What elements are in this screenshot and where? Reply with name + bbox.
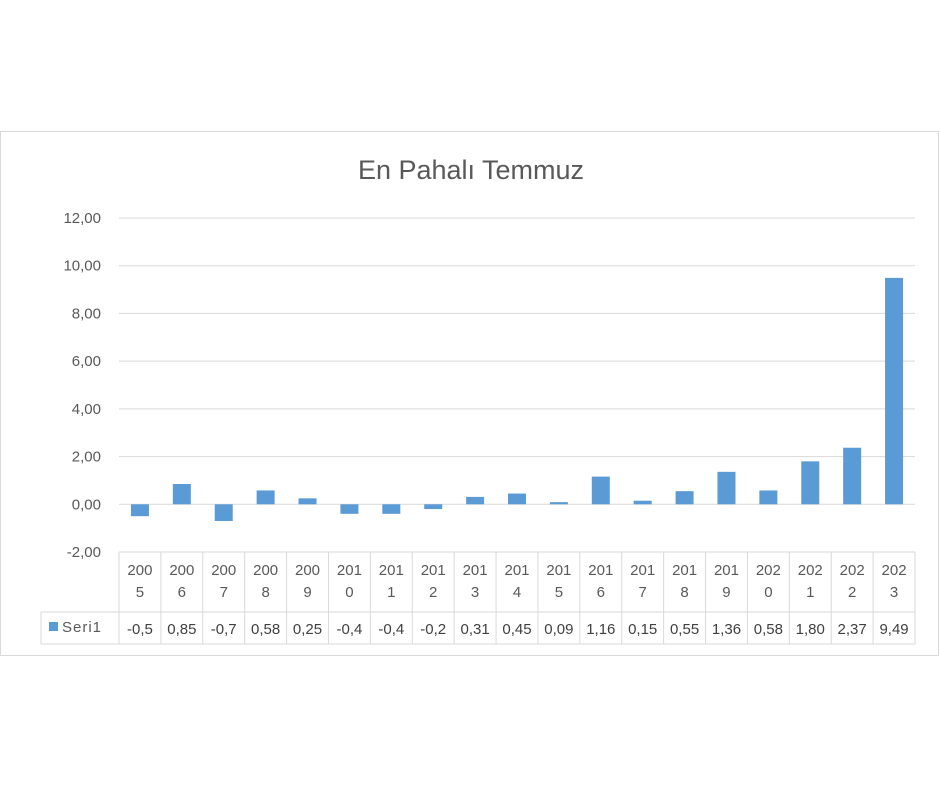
- x-tick-label: 201 0: [337, 562, 362, 601]
- bar: [675, 491, 694, 505]
- bar: [717, 471, 736, 505]
- x-tick-label: 201 9: [714, 562, 739, 601]
- x-tick-label: 201 6: [588, 562, 613, 601]
- data-label: -0,4: [378, 621, 404, 638]
- bar: [340, 504, 359, 514]
- data-label: 1,80: [796, 621, 825, 638]
- y-tick-label: 2,00: [72, 449, 101, 466]
- x-tick-label: 200 8: [253, 562, 278, 601]
- data-label: -0,5: [127, 621, 153, 638]
- data-label: 1,36: [712, 621, 741, 638]
- x-tick-label: 201 7: [630, 562, 655, 601]
- data-label: 0,09: [544, 621, 573, 638]
- bar: [759, 490, 778, 505]
- bar: [466, 496, 485, 505]
- data-label: -0,4: [336, 621, 362, 638]
- data-label: 0,31: [461, 621, 490, 638]
- bar: [508, 493, 526, 505]
- data-label: 0,15: [628, 621, 657, 638]
- bar: [130, 504, 149, 517]
- bar: [214, 504, 233, 521]
- data-table: 200 5 200 6 200 7 200 8 200 9 201 0 201 1 201 2 201 3 201 4…: [40, 551, 916, 645]
- bars: [130, 277, 904, 521]
- bar: [801, 461, 820, 505]
- x-tick-label: 201 2: [421, 562, 446, 601]
- data-label: -0,2: [420, 621, 446, 638]
- y-axis-ticks: -2,00 0,00 2,00 4,00 6,00 8,00 10,00 12,00: [63, 210, 101, 561]
- x-tick-label: 200 7: [211, 562, 236, 601]
- y-tick-label: 0,00: [72, 496, 101, 513]
- legend-key: [49, 622, 58, 631]
- x-tick-label: 202 3: [882, 562, 907, 601]
- bar: [633, 500, 652, 505]
- x-tick-label: 200 9: [295, 562, 320, 601]
- x-tick-label: 201 1: [379, 562, 404, 601]
- y-tick-label: 10,00: [63, 258, 101, 275]
- bar: [298, 498, 317, 505]
- bar: [424, 504, 443, 510]
- y-tick-label: 4,00: [72, 401, 101, 418]
- x-tick-label: 201 3: [463, 562, 488, 601]
- bar: [843, 447, 862, 505]
- x-tick-label: 202 0: [756, 562, 781, 601]
- x-tick-label: 201 4: [504, 562, 529, 601]
- y-tick-label: 6,00: [72, 353, 101, 370]
- x-tick-label: 201 8: [672, 562, 697, 601]
- bar: [591, 476, 610, 505]
- data-label: 0,25: [293, 621, 322, 638]
- data-label: 2,37: [838, 621, 867, 638]
- bar: [256, 490, 275, 505]
- data-label: -0,7: [211, 621, 237, 638]
- chart-svg: En Pahalı Temmuz -2,00 0,00 2,00 4,00 6,00 8,…: [40, 155, 916, 645]
- x-tick-label: 200 5: [127, 562, 152, 601]
- x-tick-label: 202 2: [840, 562, 865, 601]
- x-tick-label: 202 1: [798, 562, 823, 601]
- y-tick-label: -2,00: [67, 544, 101, 561]
- x-tick-label: 201 5: [546, 562, 571, 601]
- bar: [885, 277, 904, 505]
- bar: [172, 484, 191, 505]
- chart-title: En Pahalı Temmuz: [358, 155, 584, 185]
- data-label: 0,55: [670, 621, 699, 638]
- data-label: 9,49: [879, 621, 908, 638]
- x-tick-label: 200 6: [169, 562, 194, 601]
- data-label: 1,16: [586, 621, 615, 638]
- data-label: 0,85: [167, 621, 196, 638]
- y-tick-label: 12,00: [63, 210, 101, 227]
- bar: [382, 504, 401, 514]
- y-tick-label: 8,00: [72, 305, 101, 322]
- bar: [549, 502, 568, 505]
- data-label: 0,45: [502, 621, 531, 638]
- legend-label: Seri1: [62, 619, 102, 636]
- data-label: 0,58: [754, 621, 783, 638]
- gridlines: [119, 217, 915, 553]
- chart-frame: En Pahalı Temmuz -2,00 0,00 2,00 4,00 6,00 8,…: [0, 131, 939, 656]
- data-label: 0,58: [251, 621, 280, 638]
